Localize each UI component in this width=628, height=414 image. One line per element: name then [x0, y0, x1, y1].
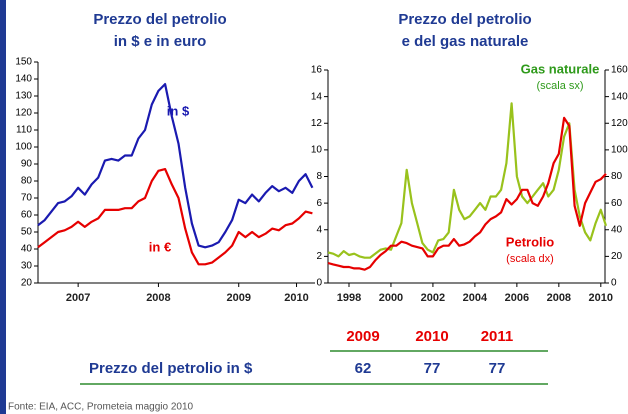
column-header: 2009 — [346, 328, 379, 345]
cell: 62 — [355, 360, 372, 377]
y2-tick-label: 80 — [611, 171, 623, 182]
series-line — [37, 83, 314, 249]
series-note: (scala sx) — [536, 80, 583, 92]
y-tick-label: 140 — [15, 74, 32, 85]
y-tick-label: 8 — [316, 171, 322, 182]
series-label: in $ — [167, 103, 190, 118]
y-tick-label: 120 — [15, 108, 32, 119]
y-tick-label: 4 — [316, 224, 322, 235]
y-tick-label: 30 — [21, 261, 33, 272]
series-line — [37, 168, 313, 266]
chart-title: Prezzo del petrolio — [93, 11, 226, 28]
y-tick-label: 20 — [21, 278, 33, 289]
y2-tick-label: 20 — [611, 251, 623, 262]
y-tick-label: 130 — [15, 91, 32, 102]
chart-title: Prezzo del petrolio — [398, 11, 531, 28]
x-tick-label: 1998 — [337, 292, 361, 304]
y-tick-label: 80 — [21, 176, 33, 187]
y-tick-label: 50 — [21, 227, 33, 238]
y-tick-label: 100 — [15, 142, 32, 153]
x-tick-label: 2010 — [284, 292, 308, 304]
y2-tick-label: 140 — [611, 91, 628, 102]
y-tick-label: 2 — [316, 251, 322, 262]
x-tick-label: 2010 — [589, 292, 613, 304]
table: 2009 2010 2011 Prezzo del petrolio in $ … — [80, 328, 548, 385]
source-note: Fonte: EIA, ACC, Prometeia maggio 2010 — [8, 402, 194, 413]
y2-tick-label: 120 — [611, 118, 628, 129]
series-line — [327, 102, 608, 259]
x-tick-label: 2004 — [463, 292, 488, 304]
y-tick-label: 40 — [21, 244, 33, 255]
series-note: (scala dx) — [506, 253, 554, 265]
series-line — [327, 116, 607, 271]
y-tick-label: 0 — [316, 278, 322, 289]
series-label: Petrolio — [506, 234, 554, 249]
y2-tick-label: 40 — [611, 224, 623, 235]
y-tick-label: 60 — [21, 210, 33, 221]
series-label: in € — [149, 239, 171, 254]
y-tick-label: 10 — [311, 145, 323, 156]
series-label: Gas naturale — [521, 61, 600, 76]
y-tick-label: 6 — [316, 198, 322, 209]
y-tick-label: 90 — [21, 159, 33, 170]
x-tick-label: 2000 — [379, 292, 403, 304]
y2-tick-label: 160 — [611, 65, 628, 76]
x-tick-label: 2009 — [226, 292, 250, 304]
cell: 77 — [489, 360, 506, 377]
y-tick-label: 110 — [16, 125, 32, 136]
x-tick-label: 2007 — [66, 292, 90, 304]
chart-title: e del gas naturale — [402, 33, 529, 50]
y-tick-label: 12 — [311, 118, 323, 129]
row-label: Prezzo del petrolio in $ — [89, 360, 253, 377]
chart-title: in $ e in euro — [114, 33, 207, 50]
y2-tick-label: 0 — [611, 278, 617, 289]
column-header: 2011 — [481, 328, 514, 345]
x-tick-label: 2006 — [505, 292, 529, 304]
y-tick-label: 150 — [15, 57, 32, 68]
y-tick-label: 14 — [311, 91, 323, 102]
cell: 77 — [424, 360, 441, 377]
x-tick-label: 2008 — [146, 292, 170, 304]
y2-tick-label: 60 — [611, 198, 623, 209]
y-tick-label: 70 — [21, 193, 33, 204]
y2-tick-label: 100 — [611, 145, 628, 156]
x-tick-label: 2002 — [421, 292, 445, 304]
column-header: 2010 — [415, 328, 448, 345]
x-tick-label: 2008 — [547, 292, 571, 304]
y-tick-label: 16 — [311, 65, 323, 76]
side-stripe — [0, 0, 6, 414]
